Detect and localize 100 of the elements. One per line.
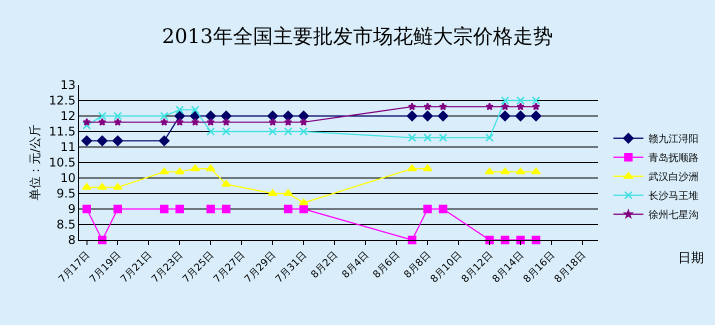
point xyxy=(408,133,416,142)
point xyxy=(206,164,216,172)
point xyxy=(500,102,510,110)
point xyxy=(222,118,230,126)
y-tick-label: 11.5 xyxy=(48,124,76,139)
x-tick-label: 8月4日 xyxy=(340,250,372,281)
point xyxy=(222,204,230,214)
point xyxy=(160,112,168,120)
point xyxy=(175,204,184,214)
point xyxy=(500,168,510,174)
point xyxy=(515,110,526,122)
point xyxy=(408,102,416,110)
point xyxy=(532,102,540,110)
point xyxy=(422,110,433,122)
point xyxy=(114,118,122,126)
point xyxy=(422,164,432,172)
legend-label: 武汉白沙洲 xyxy=(648,171,698,184)
point xyxy=(500,110,510,122)
point xyxy=(531,168,541,174)
point xyxy=(206,127,215,136)
point xyxy=(438,133,448,142)
point xyxy=(500,236,510,244)
point xyxy=(175,106,184,114)
legend-label: 青岛抚顺路 xyxy=(648,152,698,164)
point xyxy=(407,164,417,172)
point xyxy=(221,180,231,187)
point xyxy=(516,102,525,110)
point xyxy=(530,110,542,122)
y-tick-label: 12 xyxy=(60,109,76,124)
y-tick-label: 13 xyxy=(60,78,76,92)
point xyxy=(158,136,170,146)
point xyxy=(160,204,168,214)
y-tick-label: 9.5 xyxy=(56,186,76,201)
point xyxy=(424,102,432,110)
point xyxy=(82,118,91,126)
chart-title: 2013年全国主要批发市场花鲢大宗价格走势 xyxy=(162,24,553,48)
point xyxy=(532,236,540,244)
point xyxy=(423,133,432,142)
point xyxy=(299,204,308,214)
point xyxy=(284,204,292,214)
point xyxy=(298,110,309,122)
y-tick-label: 10.5 xyxy=(48,156,76,170)
y-axis-title: 单位：元/公斤 xyxy=(28,124,42,201)
point xyxy=(298,198,308,206)
point xyxy=(268,189,278,196)
point xyxy=(438,204,448,214)
point xyxy=(160,118,168,126)
point xyxy=(516,168,526,174)
y-tick-label: 11 xyxy=(60,140,76,154)
point xyxy=(423,204,432,214)
point xyxy=(485,102,494,110)
point xyxy=(113,204,122,214)
point xyxy=(283,189,293,196)
point xyxy=(222,127,230,136)
point xyxy=(81,136,92,146)
point xyxy=(284,118,292,126)
point xyxy=(268,118,277,126)
y-tick-label: 12.5 xyxy=(48,94,76,108)
point xyxy=(96,136,108,146)
point xyxy=(438,102,448,110)
point xyxy=(406,110,418,122)
point xyxy=(82,121,91,130)
point xyxy=(282,110,294,122)
point xyxy=(500,96,510,105)
point xyxy=(205,110,216,122)
point xyxy=(300,118,308,126)
point xyxy=(299,127,308,136)
point xyxy=(206,118,215,126)
point xyxy=(98,112,106,120)
y-tick-label: 8 xyxy=(68,233,76,248)
y-tick-label: 10 xyxy=(60,171,76,186)
point xyxy=(267,110,278,122)
point xyxy=(98,118,106,126)
point xyxy=(176,118,184,126)
point xyxy=(206,204,215,214)
point xyxy=(220,110,232,122)
legend-label: 赣九江浔阳 xyxy=(648,133,698,146)
point xyxy=(408,236,416,244)
point xyxy=(112,136,124,146)
text: 日期 xyxy=(678,251,704,266)
point xyxy=(516,96,525,105)
point xyxy=(438,110,448,122)
point xyxy=(190,106,200,114)
point xyxy=(190,164,200,172)
y-tick-label: 8.5 xyxy=(56,218,76,232)
legend-label: 长沙马王堆 xyxy=(648,190,698,202)
x-tick-label: 8月6日 xyxy=(371,250,402,281)
legend-label: 徐州七星沟 xyxy=(648,209,698,222)
point xyxy=(284,127,292,136)
point xyxy=(159,168,169,174)
y-tick-label: 9 xyxy=(68,202,76,216)
point xyxy=(174,168,184,174)
point xyxy=(268,127,277,136)
point xyxy=(113,112,122,120)
point xyxy=(82,204,91,214)
point xyxy=(485,133,494,142)
point xyxy=(532,96,540,105)
point xyxy=(191,118,200,126)
point xyxy=(98,236,106,244)
x-tick-label: 8月2日 xyxy=(309,250,340,281)
